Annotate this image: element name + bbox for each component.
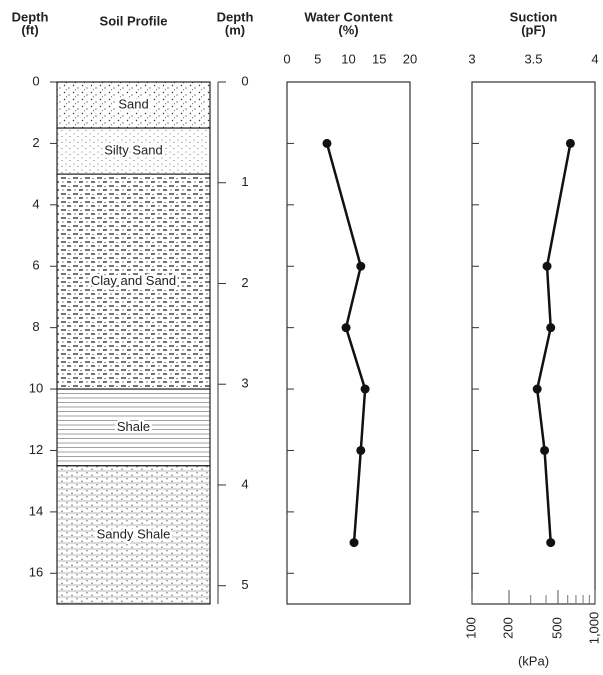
layer-label: Sandy Shale (97, 526, 171, 541)
y2-tick-label: 3 (241, 376, 248, 391)
y-tick-label: 6 (32, 258, 39, 273)
soil-layer (56, 127, 211, 175)
chart-title: Soil Profile (100, 13, 168, 28)
axis-title: (%) (338, 22, 358, 37)
soil-layer (56, 465, 211, 605)
x-tick-label: 0 (283, 51, 290, 66)
data-point (360, 384, 370, 394)
y-tick-label: 10 (29, 380, 43, 395)
layer-label: Clay and Sand (91, 273, 176, 288)
data-line (535, 143, 572, 543)
x-tick-label: 3 (468, 51, 475, 66)
y2-tick-label: 4 (241, 476, 248, 491)
axis-title: Water Content (304, 9, 393, 24)
y2-tick-label: 1 (241, 174, 248, 189)
x-tick-label: 15 (372, 51, 386, 66)
soil-layer (56, 388, 211, 467)
layer-label: Silty Sand (104, 143, 163, 158)
y-tick-label: 14 (29, 503, 43, 518)
data-point (349, 538, 359, 548)
x-tick-label: 4 (591, 51, 598, 66)
x2-tick-label: 100 (463, 617, 478, 639)
x2-tick-label: 1,000 (586, 612, 601, 645)
y-tick-label: 16 (29, 565, 43, 580)
x-tick-label: 10 (341, 51, 355, 66)
y-tick-label: 4 (32, 196, 39, 211)
data-point (565, 138, 575, 148)
data-point (341, 323, 351, 333)
x-tick-label: 5 (314, 51, 321, 66)
data-point (540, 445, 550, 455)
plot-frame (471, 81, 596, 605)
y2-tick-label: 5 (241, 577, 248, 592)
x-tick-label: 3.5 (524, 51, 542, 66)
x2-tick-label: 500 (549, 617, 564, 639)
axis-title: Suction (510, 9, 558, 24)
axis-title: (pF) (521, 22, 546, 37)
data-point (546, 538, 556, 548)
y-tick-label: 8 (32, 319, 39, 334)
layer-label: Sand (118, 96, 148, 111)
layer-label: Shale (117, 419, 150, 434)
x2-tick-label: 200 (500, 617, 515, 639)
soil-layer (56, 173, 211, 390)
soil-layer (56, 81, 211, 129)
axis-title: Depth (217, 9, 254, 24)
y2-tick-label: 0 (241, 73, 248, 88)
x-tick-label: 20 (403, 51, 417, 66)
y-tick-label: 2 (32, 135, 39, 150)
data-point (532, 384, 542, 394)
data-line (325, 143, 367, 543)
plot-frame (286, 81, 411, 605)
data-point (356, 445, 366, 455)
data-point (542, 261, 552, 271)
y2-tick-label: 2 (241, 275, 248, 290)
data-point (356, 261, 366, 271)
data-point (546, 323, 556, 333)
data-point (322, 138, 332, 148)
axis-title: (ft) (21, 22, 38, 37)
y-tick-label: 0 (32, 73, 39, 88)
axis-title: (m) (225, 22, 245, 37)
x2-axis-title: (kPa) (518, 653, 549, 668)
axis-title: Depth (12, 9, 49, 24)
y-tick-label: 12 (29, 442, 43, 457)
